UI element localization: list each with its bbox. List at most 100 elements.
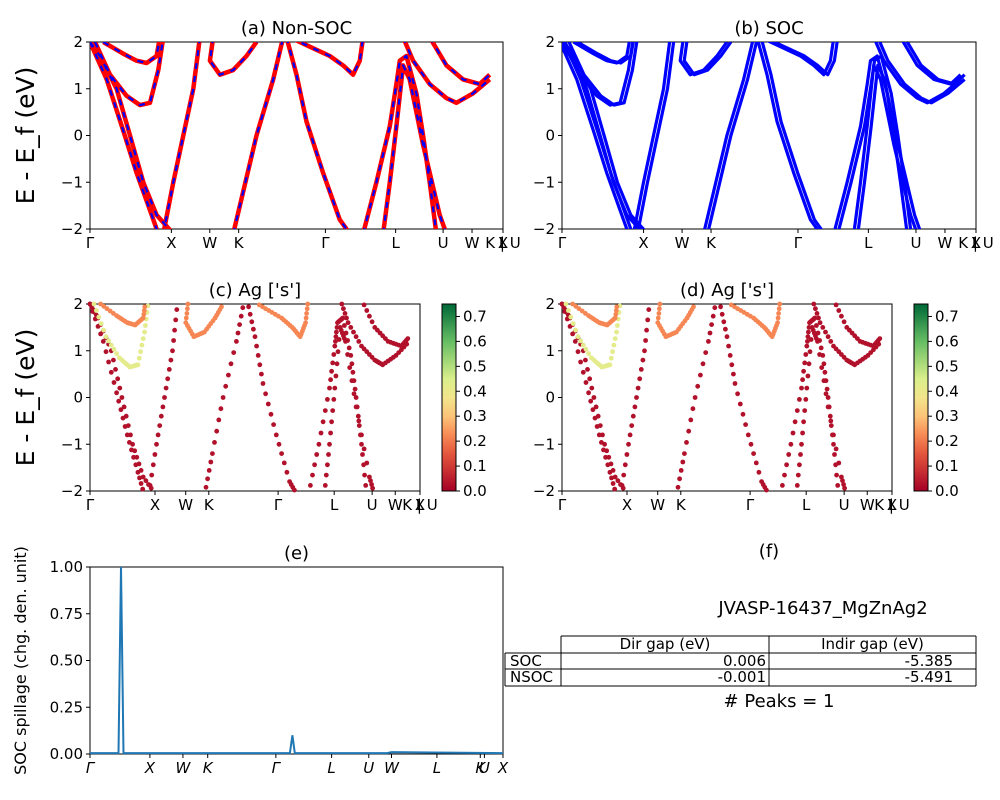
y-tick-label: −2 <box>533 220 555 238</box>
band-12 <box>901 42 962 86</box>
band-point <box>834 472 839 478</box>
indir-gap-value: -5.385 <box>905 652 953 670</box>
y-tick-label: 2 <box>73 295 83 313</box>
y-tick-label: −2 <box>61 220 83 238</box>
band-point <box>800 430 805 436</box>
band-point <box>825 404 831 410</box>
x-tick-label: U <box>839 496 850 514</box>
panel-d: (d) Ag ['s']210−1−2Γ X W K Γ L U W LK | UX0.70.6… <box>533 280 959 514</box>
x-tick-label: U <box>363 759 374 777</box>
band-point <box>712 305 718 311</box>
band-point <box>572 339 578 344</box>
band-point <box>645 317 651 323</box>
band-point <box>157 423 163 428</box>
band-point <box>117 385 123 391</box>
x-tick-label: L <box>391 234 400 252</box>
band-point <box>271 422 276 427</box>
band-point <box>349 361 355 367</box>
band-point <box>605 462 611 468</box>
band-point <box>206 468 212 473</box>
x-tick-label: X <box>415 496 425 514</box>
band-point <box>570 331 575 337</box>
band-point <box>333 334 339 340</box>
y-tick-label: 0 <box>545 127 555 145</box>
band-point <box>345 320 351 326</box>
band-point <box>122 424 128 429</box>
band-point <box>316 441 322 447</box>
band-point <box>308 483 313 488</box>
band-point <box>573 327 578 333</box>
band-5 <box>682 42 733 77</box>
y-tick-label: 1 <box>73 342 83 360</box>
band-point <box>700 361 706 367</box>
panel-c: (c) Ag ['s']210−1−2Γ X W K Γ L U W LK | UXE - E_… <box>11 280 487 514</box>
band-point <box>698 372 703 378</box>
band-point <box>635 385 641 391</box>
band-point <box>827 413 833 419</box>
band-point <box>786 452 792 457</box>
band-point <box>304 311 309 316</box>
band-point <box>108 342 114 348</box>
y-tick-label: 0 <box>73 389 83 407</box>
band-point <box>149 472 155 478</box>
panel-title: (a) Non-SOC <box>241 18 352 39</box>
y-tick-label: −1 <box>61 435 83 453</box>
band-point <box>353 395 359 400</box>
panel-title: (e) <box>284 543 309 564</box>
column-header: Indir gap (eV) <box>821 635 924 653</box>
band-point <box>835 483 841 488</box>
band-point <box>101 327 106 333</box>
band-point <box>657 301 663 307</box>
y-tick-label: −1 <box>533 435 555 453</box>
band-point <box>334 361 340 367</box>
band-point <box>580 342 586 348</box>
cbar-tick-label: 0.3 <box>935 407 959 425</box>
cbar-tick-label: 0.1 <box>935 457 959 475</box>
band-point <box>303 320 308 326</box>
band-point <box>825 334 831 340</box>
x-tick-label: K | U <box>874 496 909 514</box>
band-point <box>802 408 808 413</box>
band-point <box>369 482 374 487</box>
x-tick-label: Γ <box>86 759 96 777</box>
band-point <box>607 469 613 475</box>
band-point <box>118 407 124 413</box>
band-point <box>818 345 824 351</box>
x-tick-label: L <box>330 496 339 514</box>
x-tick-label: W <box>388 496 403 514</box>
cbar-tick-label: 0.5 <box>463 357 487 375</box>
y-tick-label: 0 <box>545 389 555 407</box>
plot-frame <box>89 566 504 755</box>
cbar-tick-label: 0.6 <box>463 332 487 350</box>
cbar-tick-label: 0.0 <box>935 482 959 500</box>
band-point <box>210 451 215 456</box>
band-point <box>405 336 411 341</box>
dir-gap-value: 0.006 <box>723 652 766 670</box>
band-point <box>756 469 762 475</box>
band-6 <box>707 42 759 229</box>
x-tick-label: K <box>475 759 486 777</box>
band-point <box>624 452 630 457</box>
x-tick-label: W <box>178 496 193 514</box>
band-point <box>799 441 804 447</box>
band-point <box>140 336 146 341</box>
band-point <box>563 301 569 307</box>
band-point <box>328 430 333 436</box>
band-point <box>806 329 811 335</box>
band-point <box>360 452 365 457</box>
x-tick-label: U <box>367 496 378 514</box>
band-point <box>655 315 661 321</box>
band-point <box>612 486 618 492</box>
band-point <box>613 311 619 317</box>
band-point <box>748 441 754 447</box>
x-tick-label: L <box>802 496 811 514</box>
x-tick-label: X <box>887 496 897 514</box>
band-point <box>96 314 102 320</box>
band-point <box>361 302 367 308</box>
x-tick-label: L <box>433 759 441 777</box>
band-7 <box>285 42 350 229</box>
band-point <box>777 301 783 307</box>
band-point <box>594 424 600 429</box>
band-point <box>284 469 290 475</box>
band-0 <box>90 42 171 229</box>
